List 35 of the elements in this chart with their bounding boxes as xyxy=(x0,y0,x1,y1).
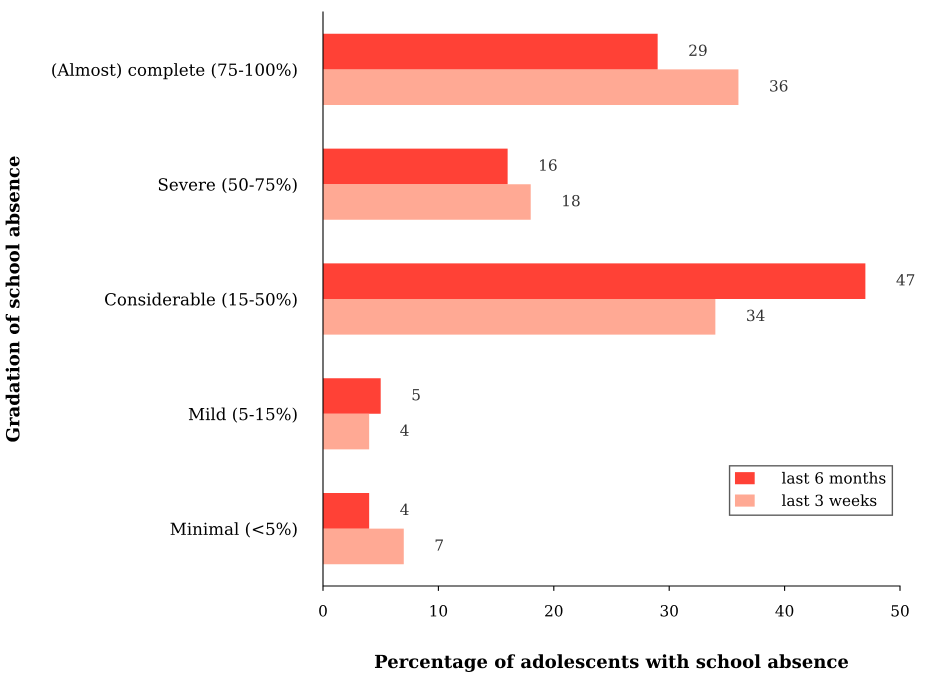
bar xyxy=(323,414,370,450)
bar xyxy=(323,493,370,529)
x-tick-label: 20 xyxy=(545,605,563,617)
y-tick-label: Mild (5-15%) xyxy=(188,407,297,423)
x-tick-label: 30 xyxy=(660,605,678,617)
y-tick-label: Considerable (15-50%) xyxy=(105,292,297,308)
y-tick-label: Severe (50-75%) xyxy=(158,178,297,194)
data-label: 36 xyxy=(770,80,788,92)
data-label: 29 xyxy=(689,44,707,56)
data-label: 16 xyxy=(540,159,557,171)
x-tick-label: 10 xyxy=(430,605,448,617)
bar xyxy=(323,378,381,414)
bar xyxy=(323,184,531,220)
data-label: 4 xyxy=(400,504,409,516)
bar xyxy=(323,299,716,335)
data-label: 7 xyxy=(436,539,443,551)
x-tick-label: 40 xyxy=(775,605,794,617)
x-tick-label: 50 xyxy=(892,605,909,617)
x-axis-title: Percentage of adolescents with school absence xyxy=(374,654,848,672)
data-label: 47 xyxy=(896,274,914,286)
bar xyxy=(323,528,404,564)
y-tick-label: (Almost) complete (75-100%) xyxy=(52,63,297,80)
legend-label: last 6 months xyxy=(782,472,886,484)
bar xyxy=(323,148,508,184)
data-label: 34 xyxy=(747,310,765,322)
bar xyxy=(323,34,658,70)
legend-label: last 3 weeks xyxy=(782,494,876,506)
y-tick-label: Minimal (<5%) xyxy=(170,522,297,538)
data-label: 4 xyxy=(400,424,409,436)
bar xyxy=(323,69,738,105)
bar xyxy=(323,263,866,299)
data-label: 18 xyxy=(563,194,580,206)
y-axis-title: Gradation of school absence xyxy=(6,156,20,442)
data-label: 5 xyxy=(412,389,420,400)
x-tick-label: 0 xyxy=(319,605,327,617)
